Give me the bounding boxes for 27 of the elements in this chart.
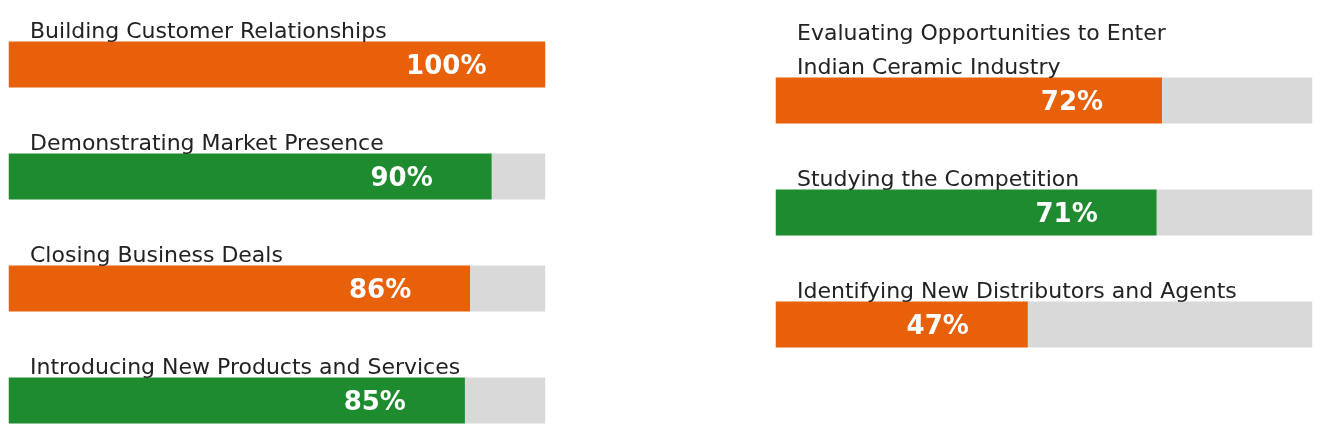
- data-label: 90%: [370, 161, 433, 192]
- category-label: Identifying New Distributors and Agents: [796, 278, 1237, 303]
- bar: [1156, 189, 1313, 236]
- bar: [775, 77, 1163, 124]
- bar: [775, 301, 1028, 348]
- category-label: Introducing New Products and Services: [29, 354, 461, 379]
- data-label: 47%: [906, 309, 969, 340]
- bar: [8, 265, 471, 312]
- category-label: Studying the Competition: [796, 166, 1080, 191]
- bar: [1162, 77, 1313, 124]
- category-label: Closing Business Deals: [29, 242, 283, 267]
- bar: [8, 377, 465, 424]
- bar: [491, 153, 546, 200]
- data-label: 86%: [349, 273, 412, 304]
- bar: [8, 153, 492, 200]
- bar: [470, 265, 546, 312]
- category-label: Demonstrating Market Presence: [29, 130, 384, 155]
- bar: [464, 377, 546, 424]
- bar: [1027, 301, 1313, 348]
- data-label: 71%: [1035, 197, 1098, 228]
- bar: [8, 41, 546, 88]
- data-label: 85%: [343, 385, 406, 416]
- data-label: 72%: [1040, 85, 1104, 116]
- data-label: 100%: [406, 49, 487, 80]
- category-label: Building Customer Relationships: [29, 18, 387, 43]
- category-label: Evaluating Opportunities to Enter Indian Ceramic Industry: [796, 20, 1166, 79]
- bar: [775, 189, 1157, 236]
